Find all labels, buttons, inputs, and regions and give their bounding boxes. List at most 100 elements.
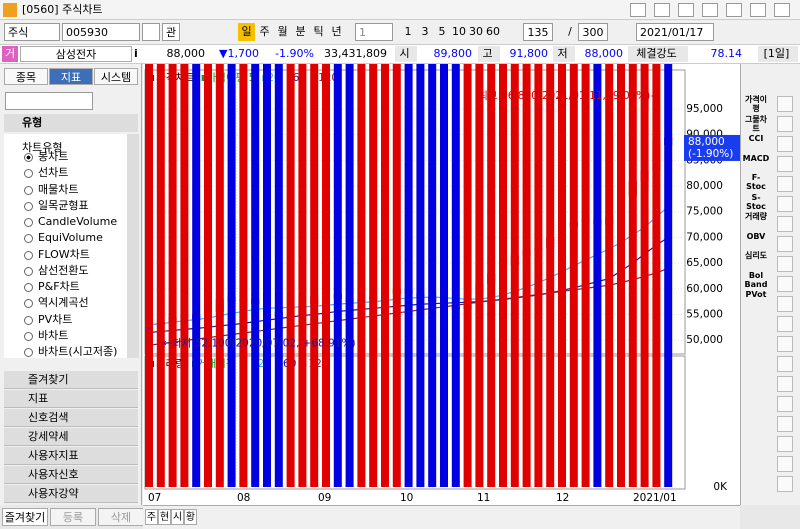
toolbar-button[interactable]: 관 <box>162 23 180 41</box>
tool-icon[interactable] <box>777 236 793 252</box>
tool-icon[interactable] <box>777 176 793 192</box>
menu-item[interactable]: 지표 <box>4 390 138 408</box>
status-tab[interactable]: 현 <box>158 509 171 525</box>
radio[interactable] <box>24 299 33 309</box>
interval-button[interactable]: 1 <box>404 25 412 38</box>
count-input[interactable]: 135 <box>523 23 553 41</box>
indicator-button[interactable]: 거래량 <box>744 212 768 221</box>
chart-type-item[interactable]: EquiVolume <box>38 231 103 245</box>
tool-icon[interactable] <box>777 316 793 332</box>
status-tab[interactable]: 황 <box>184 509 197 525</box>
tool-icon[interactable] <box>777 276 793 292</box>
window-button[interactable] <box>750 3 766 17</box>
status-tab[interactable]: 주 <box>145 509 158 525</box>
window-button[interactable] <box>654 3 670 17</box>
tool-icon[interactable] <box>777 136 793 152</box>
period-button[interactable]: 월 <box>277 25 288 38</box>
indicator-button[interactable]: Bol Band <box>744 270 768 289</box>
tool-icon[interactable] <box>777 416 793 432</box>
chart-type-item[interactable]: PV차트 <box>38 312 73 326</box>
chart-type-item[interactable]: 바차트(시고저종) <box>38 345 118 358</box>
period-button[interactable]: 분 <box>295 25 306 38</box>
code-input[interactable]: 005930 <box>62 23 140 41</box>
period-button[interactable]: 년 <box>331 25 342 38</box>
window-button[interactable] <box>774 3 790 17</box>
period-button[interactable]: 일 <box>238 23 255 41</box>
radio[interactable] <box>24 283 33 292</box>
search-box[interactable] <box>5 92 93 110</box>
tool-icon[interactable] <box>777 156 793 172</box>
menu-item[interactable]: 사용자지표 <box>4 447 138 465</box>
indicator-button[interactable]: PVot <box>745 290 767 299</box>
tool-icon[interactable] <box>777 96 793 112</box>
indicator-button[interactable]: S-Stoc <box>746 192 766 211</box>
radio[interactable] <box>24 250 33 260</box>
bottom-tab[interactable]: 삭제 <box>98 508 144 526</box>
tool-icon[interactable] <box>777 216 793 232</box>
tool-icon[interactable] <box>777 396 793 412</box>
chart-type-item[interactable]: CandleVolume <box>38 215 118 228</box>
radio[interactable] <box>24 169 33 179</box>
radio[interactable] <box>24 218 33 227</box>
chart-type-item[interactable]: 일목균형표 <box>38 198 89 212</box>
interval-button[interactable]: 10 <box>452 25 466 38</box>
tool-icon[interactable] <box>777 256 793 272</box>
interval-button[interactable]: 60 <box>486 25 500 38</box>
tool-icon[interactable] <box>777 436 793 452</box>
chart-type-item[interactable]: 삼선전환도 <box>38 263 89 277</box>
chart-type-item[interactable]: P&F차트 <box>38 280 80 293</box>
chart-type-item[interactable]: FLOW차트 <box>38 247 90 261</box>
tool-icon[interactable] <box>777 356 793 372</box>
period-button[interactable]: 주 <box>259 25 270 38</box>
menu-item[interactable]: 강세약세 <box>4 428 138 446</box>
tool-icon[interactable] <box>777 376 793 392</box>
window-button[interactable] <box>726 3 742 17</box>
indicator-button[interactable]: CCI <box>748 134 764 143</box>
indicator-button[interactable]: 심리도 <box>744 251 768 260</box>
radio[interactable] <box>24 185 33 195</box>
chart-type-item[interactable]: 역시계곡선 <box>38 296 89 310</box>
window-button[interactable] <box>678 3 694 17</box>
radio[interactable] <box>24 266 33 276</box>
tool-icon[interactable] <box>777 456 793 472</box>
bottom-tab[interactable]: 등록 <box>50 508 96 526</box>
chart-type-item[interactable]: 바차트 <box>38 328 69 342</box>
tool-icon[interactable] <box>777 336 793 352</box>
indicator-button[interactable]: OBV <box>746 231 766 241</box>
indicator-button[interactable]: MACD <box>742 153 770 163</box>
tool-icon[interactable] <box>777 196 793 212</box>
menu-item[interactable]: 신호검색 <box>4 409 138 427</box>
chart-type-item[interactable]: 선차트 <box>38 166 69 180</box>
interval-button[interactable]: 30 <box>469 25 483 38</box>
date-input[interactable]: 2021/01/17 <box>636 23 714 41</box>
radio[interactable] <box>24 315 33 325</box>
left-tab[interactable]: 지표 <box>49 68 93 85</box>
chart-type-item[interactable]: 매물차트 <box>38 182 79 196</box>
radio[interactable] <box>24 201 33 211</box>
radio[interactable] <box>24 234 33 244</box>
total-input[interactable]: 300 <box>578 23 608 41</box>
market-select[interactable]: 주식 <box>4 23 60 41</box>
interval-button[interactable]: 3 <box>421 25 429 38</box>
tool-icon[interactable] <box>777 476 793 492</box>
search-button[interactable] <box>142 23 160 41</box>
window-button[interactable] <box>702 3 718 17</box>
unit-select[interactable]: 1 <box>355 23 393 41</box>
tool-icon[interactable] <box>777 116 793 132</box>
period-button[interactable]: 틱 <box>313 25 324 38</box>
indicator-button[interactable]: 가격이평 <box>744 95 768 113</box>
menu-item[interactable]: 즐겨찾기 <box>4 371 138 389</box>
radio[interactable] <box>24 348 33 357</box>
bottom-tab[interactable]: 즐겨찾기 <box>2 508 48 526</box>
radio[interactable] <box>24 331 33 341</box>
left-tab[interactable]: 종목 <box>4 68 48 85</box>
indicator-button[interactable]: 그물차트 <box>744 114 768 133</box>
interval-button[interactable]: 5 <box>438 25 446 38</box>
tool-icon[interactable] <box>777 296 793 312</box>
menu-item[interactable]: 사용자신호 <box>4 466 138 484</box>
menu-item[interactable]: 사용자강약 <box>4 485 138 503</box>
chart-type-item[interactable]: 봉차트 <box>38 150 69 163</box>
left-tab[interactable]: 시스템 <box>94 68 138 85</box>
window-button[interactable] <box>630 3 646 17</box>
radio[interactable] <box>24 153 33 162</box>
